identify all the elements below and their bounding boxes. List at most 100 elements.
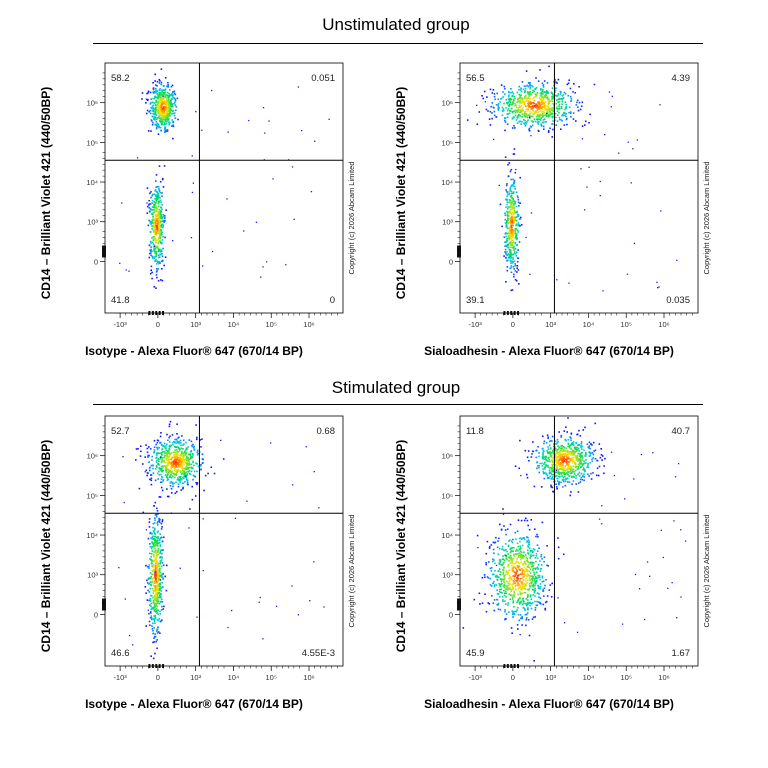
- event-dot: [482, 97, 485, 100]
- event-dot: [156, 566, 159, 568]
- event-dot: [152, 472, 155, 474]
- event-dot: [156, 125, 159, 128]
- event-dot: [587, 464, 589, 467]
- event-dot: [161, 217, 164, 220]
- event-dot: [552, 476, 554, 478]
- event-dot: [581, 445, 584, 448]
- event-dot: [155, 99, 158, 102]
- event-dot: [511, 209, 513, 211]
- event-dot: [511, 91, 514, 94]
- event-dot: [516, 101, 518, 104]
- event-dot: [526, 456, 529, 459]
- event-dot: [531, 565, 534, 568]
- event-dot: [190, 449, 193, 452]
- event-dot: [548, 98, 550, 101]
- event-dot: [155, 88, 157, 90]
- event-dot: [533, 579, 536, 582]
- event-dot: [182, 448, 184, 450]
- event-dot: [168, 118, 170, 120]
- event-dot: [503, 582, 506, 584]
- event-dot: [159, 435, 162, 438]
- event-dot: [153, 117, 156, 119]
- event-dot: [561, 447, 563, 449]
- event-dot: [543, 471, 545, 474]
- axis-pileup: [102, 253, 106, 256]
- event-dot: [568, 475, 571, 477]
- event-dot: [493, 552, 495, 555]
- event-dot: [159, 556, 161, 559]
- event-dot: [495, 116, 497, 118]
- event-dot: [570, 100, 572, 102]
- event-dot: [570, 491, 572, 493]
- event-dot: [532, 121, 534, 123]
- event-dot: [152, 622, 154, 625]
- event-dot: [191, 191, 194, 194]
- event-dot: [526, 604, 528, 607]
- event-dot: [151, 536, 154, 539]
- event-dot: [176, 450, 178, 453]
- event-dot: [558, 108, 561, 110]
- event-dot: [157, 580, 160, 583]
- event-dot: [481, 602, 484, 604]
- event-dot: [156, 522, 159, 524]
- event-dot: [529, 93, 531, 95]
- event-dot: [497, 108, 500, 110]
- event-dot: [123, 501, 125, 504]
- event-dot: [497, 553, 500, 555]
- event-dot: [509, 259, 512, 262]
- event-dot: [155, 610, 158, 612]
- event-dot: [314, 140, 316, 142]
- event-dot: [512, 253, 514, 256]
- event-dot: [552, 452, 554, 455]
- event-dot: [561, 113, 564, 116]
- event-dot: [583, 476, 586, 478]
- event-dot: [599, 195, 601, 197]
- event-dot: [161, 562, 164, 564]
- event-dot: [529, 585, 532, 588]
- event-dot: [532, 109, 535, 112]
- event-dot: [533, 574, 536, 576]
- event-dot: [149, 546, 152, 548]
- event-dot: [156, 577, 159, 580]
- event-dot: [173, 462, 175, 465]
- event-dot: [542, 85, 545, 87]
- event-dot: [552, 445, 555, 448]
- event-dot: [518, 93, 521, 96]
- y-tick-label: 10⁵: [87, 138, 98, 147]
- event-dot: [568, 79, 570, 81]
- event-dot: [567, 477, 569, 480]
- event-dot: [526, 536, 528, 538]
- event-dot: [520, 592, 523, 595]
- event-dot: [503, 255, 505, 257]
- event-dot: [506, 116, 509, 119]
- event-dot: [200, 446, 202, 448]
- event-dot: [531, 602, 534, 604]
- event-dot: [157, 548, 160, 550]
- event-dot: [476, 123, 479, 126]
- event-dot: [508, 193, 510, 196]
- event-dot: [146, 187, 149, 189]
- event-dot: [527, 536, 529, 539]
- event-dot: [519, 225, 521, 227]
- event-dot: [503, 117, 506, 119]
- event-dot: [540, 553, 543, 556]
- event-dot: [567, 94, 570, 97]
- event-dot: [511, 242, 514, 244]
- event-dot: [153, 606, 156, 609]
- event-dot: [511, 586, 514, 589]
- event-dot: [180, 457, 183, 460]
- event-dot: [523, 607, 526, 610]
- event-dot: [576, 465, 578, 468]
- event-dot: [137, 157, 139, 159]
- event-dot: [154, 571, 156, 573]
- event-dot: [553, 448, 555, 450]
- event-dot: [557, 94, 560, 96]
- event-dot: [556, 450, 558, 453]
- event-dot: [161, 250, 163, 253]
- event-dot: [561, 119, 563, 122]
- event-dot: [220, 439, 222, 441]
- event-dot: [297, 86, 299, 88]
- event-dot: [177, 454, 179, 456]
- event-dot: [526, 100, 528, 102]
- event-dot: [164, 103, 167, 106]
